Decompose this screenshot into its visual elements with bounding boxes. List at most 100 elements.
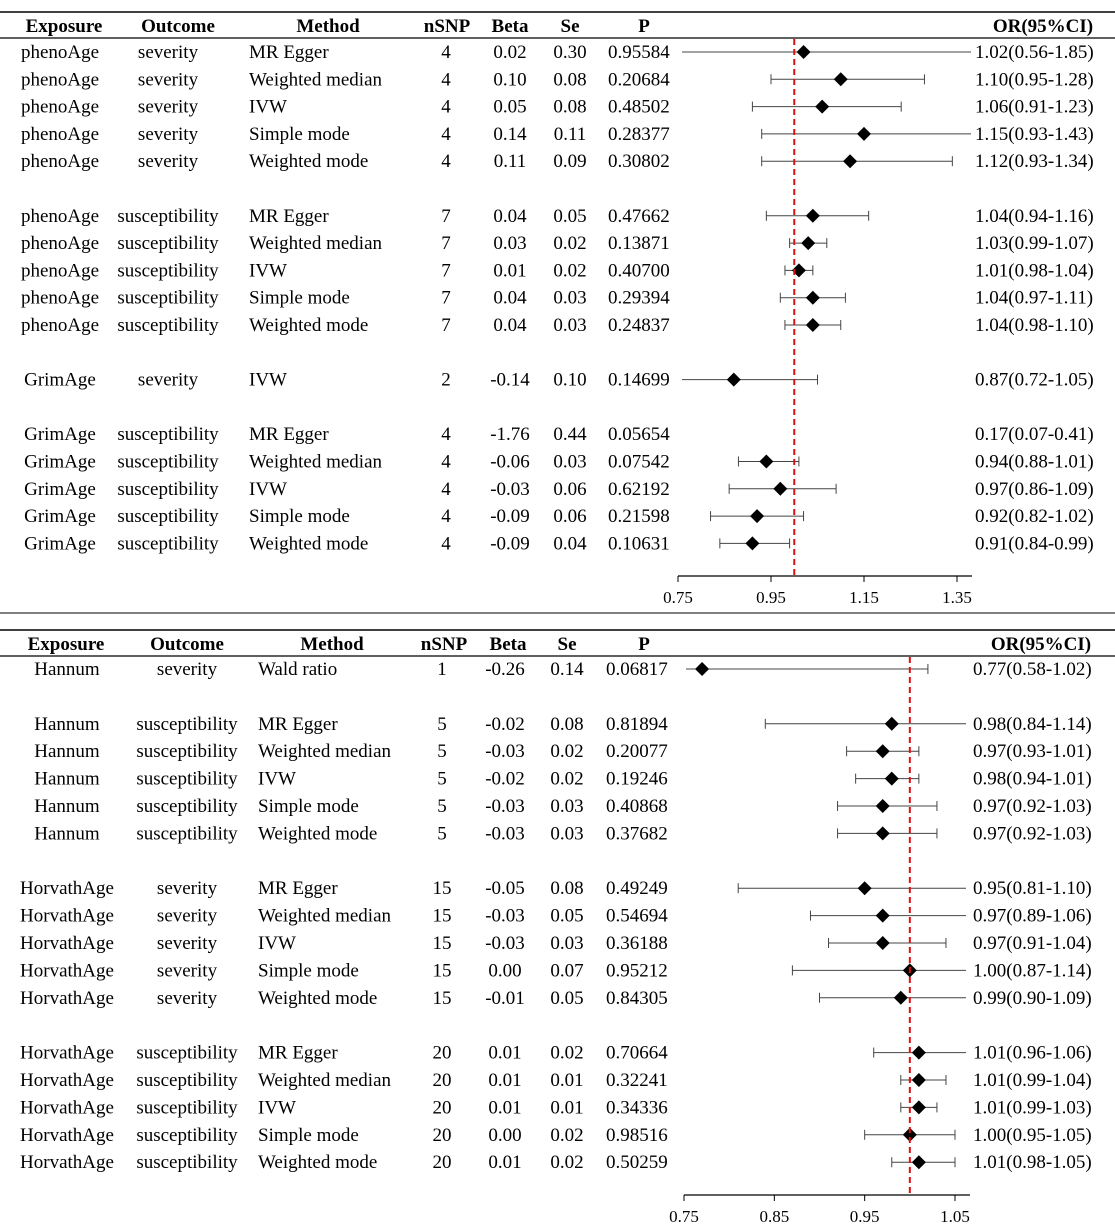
point-estimate-diamond	[815, 99, 830, 114]
column-header-beta: Beta	[490, 634, 527, 655]
cell-out: susceptibility	[117, 479, 219, 500]
point-estimate-diamond	[911, 1045, 926, 1060]
cell-beta: -0.05	[485, 878, 525, 899]
cell-nsnp: 20	[433, 1125, 452, 1146]
cell-exp: Hannum	[34, 714, 100, 735]
cell-out: susceptibility	[136, 741, 238, 762]
cell-meth: IVW	[258, 933, 296, 954]
cell-beta: -0.09	[490, 506, 530, 527]
cell-exp: GrimAge	[24, 506, 96, 527]
cell-nsnp: 4	[441, 124, 451, 145]
x-axis: 0.75 0.95 1.15 1.35	[663, 575, 972, 607]
cell-se: 0.07	[550, 960, 583, 981]
cell-se: 0.04	[553, 533, 587, 554]
table-row: HorvathAge severity Simple mode 15 0.00 0.07 0…	[20, 960, 1092, 981]
table-row: phenoAge severity MR Egger 4 0.02 0.30 0.95584…	[21, 42, 1094, 63]
cell-p: 0.81894	[606, 714, 668, 735]
cell-beta: 0.00	[488, 1125, 521, 1146]
cell-nsnp: 5	[437, 823, 447, 844]
cell-meth: Weighted median	[258, 741, 392, 762]
cell-p: 0.95584	[608, 42, 670, 63]
cell-exp: Hannum	[34, 741, 100, 762]
point-estimate-diamond	[857, 881, 872, 896]
cell-exp: HorvathAge	[20, 988, 114, 1009]
cell-p: 0.70664	[606, 1043, 668, 1064]
cell-nsnp: 4	[441, 452, 451, 473]
cell-nsnp: 4	[441, 151, 451, 172]
cell-nsnp: 4	[441, 97, 451, 118]
cell-se: 0.02	[553, 233, 586, 254]
cell-se: 0.06	[553, 479, 586, 500]
table-row: phenoAge susceptibility Simple mode 7 0.04 0.…	[21, 288, 1093, 309]
point-estimate-diamond	[726, 372, 741, 387]
x-tick-label: 0.95	[850, 1207, 880, 1225]
cell-nsnp: 4	[441, 42, 451, 63]
cell-out: susceptibility	[136, 769, 238, 790]
cell-se: 0.02	[550, 1152, 583, 1173]
cell-meth: Simple mode	[258, 960, 359, 981]
cell-meth: MR Egger	[249, 206, 329, 227]
column-header-p: P	[638, 16, 650, 37]
cell-meth: Weighted mode	[249, 315, 368, 336]
cell-nsnp: 5	[437, 796, 447, 817]
cell-se: 0.03	[550, 823, 583, 844]
x-tick-label: 1.05	[940, 1207, 970, 1225]
cell-p: 0.34336	[606, 1097, 668, 1118]
point-estimate-diamond	[773, 481, 788, 496]
cell-out: susceptibility	[117, 424, 219, 445]
cell-se: 0.05	[553, 206, 586, 227]
cell-out: susceptibility	[136, 1097, 238, 1118]
cell-out: severity	[138, 69, 199, 90]
cell-beta: 0.14	[493, 124, 527, 145]
table-row: GrimAge severity IVW 2 -0.14 0.10 0.14699 0.87(…	[24, 370, 1094, 391]
cell-se: 0.05	[550, 906, 583, 927]
cell-beta: 0.10	[493, 69, 526, 90]
column-header-exp: Exposure	[28, 634, 105, 655]
point-estimate-diamond	[875, 936, 890, 950]
cell-p: 0.62192	[608, 479, 670, 500]
table-row: HorvathAge severity Weighted median 15 -0.03…	[20, 906, 1092, 927]
cell-p: 0.48502	[608, 97, 670, 118]
cell-beta: 0.01	[488, 1070, 521, 1091]
cell-or: 1.12(0.93-1.34)	[975, 151, 1094, 172]
table-row: GrimAge susceptibility Simple mode 4 -0.09 0.…	[24, 506, 1094, 527]
cell-exp: HorvathAge	[20, 878, 114, 899]
point-estimate-diamond	[902, 1127, 917, 1142]
forest-panel-1: Exposure Outcome Method nSNP Beta Se P OR(95%CI…	[0, 11, 1115, 607]
column-header-meth: Method	[296, 16, 360, 37]
cell-or: 0.97(0.92-1.03)	[973, 796, 1092, 817]
cell-nsnp: 4	[441, 533, 451, 554]
point-estimate-diamond	[875, 744, 890, 759]
table-row: HorvathAge susceptibility Simple mode 20 0.0…	[20, 1125, 1092, 1146]
cell-meth: Weighted mode	[258, 988, 377, 1009]
cell-or: 0.94(0.88-1.01)	[975, 452, 1094, 473]
table-row: GrimAge susceptibility Weighted mode 4 -0.09…	[24, 533, 1094, 554]
cell-beta: 0.04	[493, 315, 527, 336]
cell-out: susceptibility	[136, 1070, 238, 1091]
cell-meth: MR Egger	[258, 878, 338, 899]
column-header-nsnp: nSNP	[421, 634, 468, 655]
point-estimate-diamond	[857, 126, 871, 141]
point-estimate-diamond	[805, 290, 820, 305]
cell-exp: phenoAge	[21, 260, 99, 281]
cell-or: 0.98(0.94-1.01)	[973, 769, 1092, 790]
cell-meth: Weighted median	[249, 233, 383, 254]
cell-out: susceptibility	[117, 315, 219, 336]
cell-nsnp: 7	[441, 260, 451, 281]
table-row: HorvathAge susceptibility MR Egger 20 0.01 0.…	[20, 1043, 1092, 1064]
cell-p: 0.36188	[606, 933, 668, 954]
cell-meth: IVW	[249, 260, 287, 281]
cell-or: 1.06(0.91-1.23)	[975, 97, 1094, 118]
cell-or: 0.97(0.89-1.06)	[973, 906, 1092, 927]
cell-se: 0.10	[553, 370, 586, 391]
cell-exp: Hannum	[34, 823, 100, 844]
table-row: Hannum susceptibility Weighted median 5 -0.0…	[34, 741, 1091, 762]
cell-out: severity	[138, 370, 199, 391]
point-estimate-diamond	[801, 236, 816, 251]
cell-nsnp: 2	[441, 370, 451, 391]
cell-se: 0.08	[550, 878, 583, 899]
cell-se: 0.01	[550, 1097, 583, 1118]
cell-p: 0.20684	[608, 69, 670, 90]
cell-se: 0.03	[553, 452, 586, 473]
